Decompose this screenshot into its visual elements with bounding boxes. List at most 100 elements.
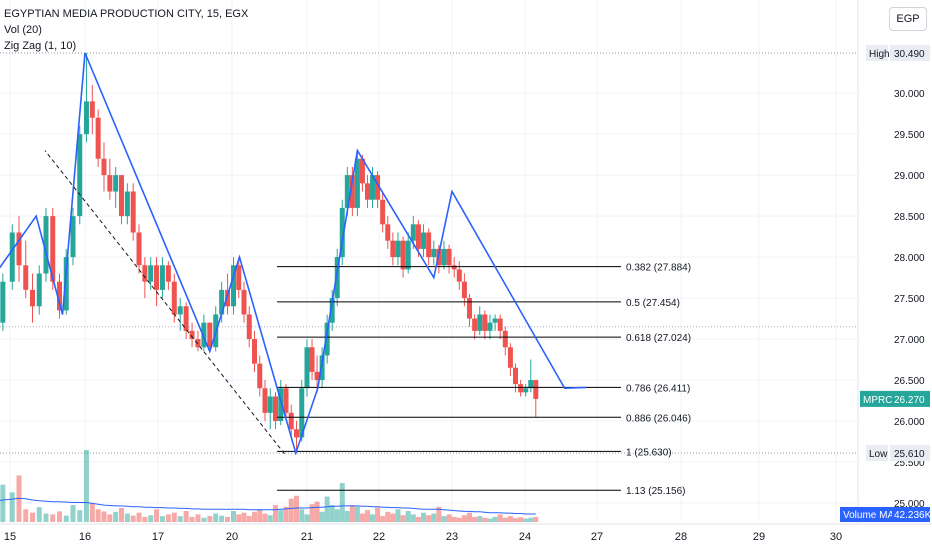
- indicator-volume[interactable]: Vol (20): [4, 24, 42, 36]
- fib-label: 0.382 (27.884): [626, 263, 691, 274]
- volume-bar: [43, 513, 49, 522]
- candle-body: [431, 248, 437, 258]
- volume-bar: [0, 484, 6, 522]
- volume-bar: [252, 511, 257, 522]
- volume-bar: [219, 515, 225, 522]
- volume-bar: [70, 505, 76, 522]
- candle-body: [136, 232, 142, 266]
- price-axis[interactable]: 30.000 29.500 29.000 28.500 28.000 27.500 27.0…: [840, 0, 932, 550]
- candle-body: [89, 101, 95, 118]
- candle-body: [415, 224, 421, 249]
- volume-bar: [441, 516, 447, 522]
- candle-body: [189, 330, 195, 340]
- volume-bar: [30, 512, 35, 522]
- high-badge-value-bg: [890, 45, 930, 61]
- volume-bar: [329, 505, 335, 522]
- indicator-zigzag[interactable]: Zig Zag (1, 10): [4, 40, 77, 52]
- candle-body: [119, 175, 124, 217]
- y-tick-label: 25.500: [894, 458, 925, 469]
- time-axis[interactable]: 15 16 17 20 21 22 23 24 27 28 29 30: [0, 523, 932, 550]
- volume-bar: [63, 515, 69, 522]
- volume-bar: [436, 506, 442, 522]
- high-badge-value: 30.490: [894, 49, 925, 60]
- candle-body: [304, 347, 310, 389]
- volume-bar: [241, 512, 247, 522]
- volume-bar: [142, 516, 148, 522]
- candle-body: [207, 322, 213, 348]
- candle-body: [349, 175, 355, 208]
- volume-bar: [236, 514, 242, 522]
- volume-bar: [359, 513, 365, 522]
- candle-body: [113, 175, 119, 192]
- volume-bar: [154, 509, 160, 522]
- fib-label: 0.886 (26.046): [626, 413, 691, 424]
- volume-bar: [487, 518, 493, 522]
- candle-body: [492, 318, 498, 323]
- x-tick-label: 30: [830, 531, 842, 543]
- candle-body: [405, 240, 411, 270]
- x-tick-label: 27: [591, 531, 603, 543]
- candle-body: [344, 175, 350, 208]
- candle-body: [319, 355, 325, 381]
- symbol-title[interactable]: EGYPTIAN MEDIA PRODUCTION CITY, 15, EGX: [4, 8, 249, 20]
- volume-bar: [130, 515, 136, 522]
- volume-bar: [159, 516, 165, 522]
- candle-body: [299, 388, 305, 438]
- volume-bar: [349, 505, 355, 522]
- candle-body: [451, 265, 457, 270]
- candle-body: [528, 380, 534, 389]
- volume-bar: [288, 498, 294, 522]
- candle-body: [246, 314, 252, 340]
- candle-body: [288, 412, 294, 430]
- volume-bar: [502, 517, 508, 522]
- volume-bar: [380, 516, 386, 522]
- volume-bar: [136, 512, 142, 522]
- trend-dashed-line: [44, 150, 285, 455]
- candle-body: [472, 318, 478, 331]
- fib-levels[interactable]: 0.382 (27.884) 0.5 (27.454) 0.618 (27.024)…: [277, 263, 691, 540]
- volume-bar: [528, 517, 534, 522]
- volume-bar: [364, 510, 370, 522]
- candle-body: [421, 232, 427, 249]
- volume-bar: [354, 506, 360, 522]
- fib-label: 1 (25.630): [626, 447, 672, 458]
- candle-body: [400, 240, 406, 270]
- volume-bar: [148, 515, 154, 522]
- volume-bar: [171, 512, 177, 522]
- candle-body: [385, 224, 391, 241]
- x-tick-label: 16: [79, 531, 91, 543]
- candle-body: [518, 384, 524, 393]
- candle-body: [219, 289, 225, 315]
- candle-body: [0, 281, 6, 323]
- candle-body: [283, 388, 289, 413]
- volume-bar: [23, 509, 29, 522]
- candle-body: [195, 339, 201, 348]
- vma-badge-value-bg: [892, 507, 930, 522]
- volume-bar: [395, 509, 401, 522]
- trend-line[interactable]: [44, 150, 285, 455]
- candle-body: [23, 265, 29, 290]
- vma-badge-label-bg: [840, 507, 892, 522]
- candle-body: [278, 388, 284, 422]
- volume-bar: [492, 516, 498, 522]
- candle-body: [63, 257, 69, 311]
- y-tick-label: 29.000: [894, 171, 925, 182]
- candle-body: [171, 281, 177, 315]
- volume-bar: [225, 516, 231, 522]
- candle-body: [70, 216, 76, 258]
- volume-bar: [319, 511, 325, 522]
- volume-ma-line: [0, 497, 536, 515]
- volume-bar: [294, 495, 299, 522]
- candle-body: [30, 289, 35, 307]
- volume-bar: [334, 509, 340, 522]
- candle-body: [124, 191, 130, 217]
- fib-label: 0.786 (26.411): [626, 383, 690, 394]
- volume-bars: [0, 450, 539, 522]
- volume-ma: [0, 497, 536, 515]
- candle-body: [314, 371, 320, 381]
- volume-bar: [513, 518, 519, 522]
- volume-bar: [451, 516, 457, 522]
- zigzag-line: [0, 52, 587, 456]
- currency-button[interactable]: EGP: [889, 7, 927, 31]
